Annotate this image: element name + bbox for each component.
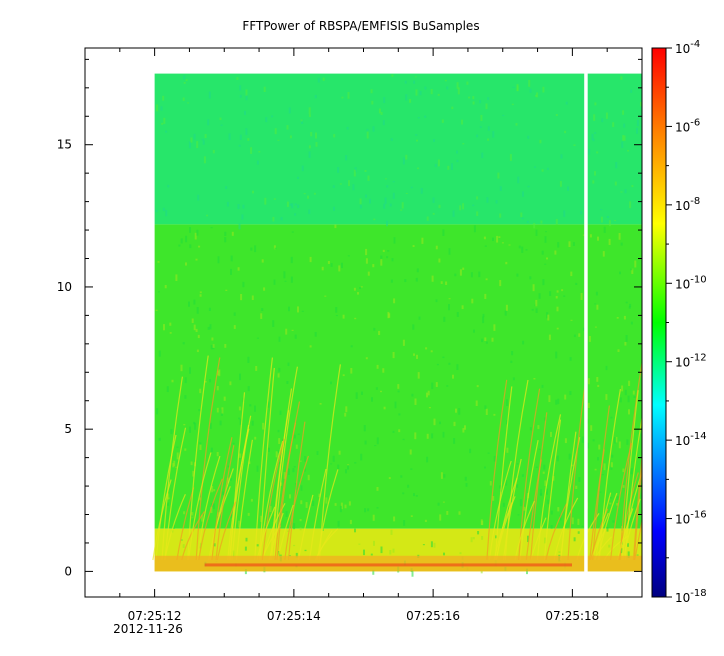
spectrogram-image bbox=[152, 72, 642, 577]
colorbar-ticks: 10-4 10-6 10-8 10-10 10-12 10-14 10-16 10-18 bbox=[666, 39, 707, 605]
data-gap bbox=[584, 72, 588, 573]
spectrogram-band-1 bbox=[154, 224, 642, 529]
colorbar-tick-label: 10-14 bbox=[675, 431, 707, 448]
colorbar-tick-label: 10-8 bbox=[675, 196, 700, 213]
colorbar-tick-label: 10-12 bbox=[675, 353, 707, 370]
colorbar-tick-label: 10-16 bbox=[675, 510, 707, 527]
colorbar-tick-label: 10-18 bbox=[675, 588, 707, 605]
x-axis: 07:25:12 07:25:14 07:25:16 07:25:18 bbox=[84, 48, 643, 623]
y-tick-label: 0 bbox=[64, 564, 72, 578]
colorbar-tick-label: 10-6 bbox=[675, 117, 700, 134]
y-tick-label: 15 bbox=[57, 138, 72, 152]
y-tick-label: 5 bbox=[64, 422, 72, 436]
colorbar: 10-4 10-6 10-8 10-10 10-12 10-14 10-16 10-18 bbox=[651, 39, 707, 605]
y-tick-label: 10 bbox=[57, 280, 72, 294]
x-tick-label: 07:25:14 bbox=[267, 609, 321, 623]
plot-area bbox=[84, 47, 643, 598]
x-tick-label: 07:25:12 bbox=[128, 609, 182, 623]
spectrogram-band-0 bbox=[154, 73, 642, 225]
x-axis-date-label: 2012-11-26 bbox=[113, 622, 183, 636]
colorbar-tick-label: 10-10 bbox=[675, 274, 707, 291]
colorbar-gradient bbox=[652, 48, 666, 597]
y-axis: 0 5 10 15 bbox=[57, 58, 642, 578]
x-tick-label: 07:25:16 bbox=[406, 609, 460, 623]
x-tick-label: 07:25:18 bbox=[545, 609, 599, 623]
chart-title: FFTPower of RBSPA/EMFISIS BuSamples bbox=[242, 19, 479, 33]
colorbar-tick-label: 10-4 bbox=[675, 39, 700, 56]
spectrogram-texture bbox=[152, 74, 642, 577]
